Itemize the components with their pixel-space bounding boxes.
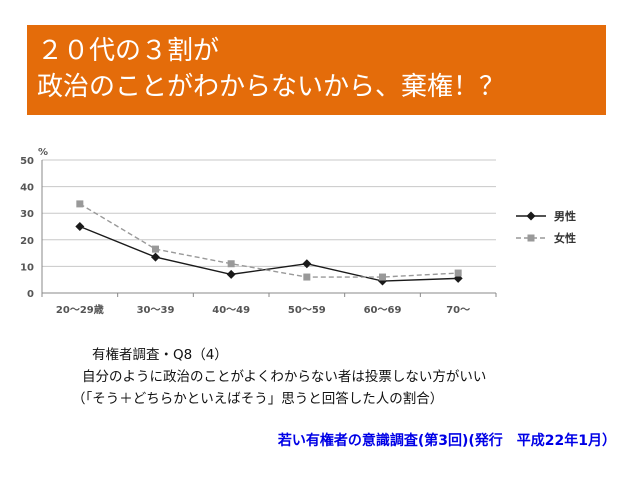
data-point bbox=[76, 200, 84, 208]
caption-line-1: 有権者調査・Q8（4） bbox=[92, 347, 228, 363]
x-tick-label: 60～69 bbox=[364, 305, 402, 316]
legend-label: 男性 bbox=[554, 209, 576, 223]
x-tick-labels: 20～29歳 30～39 40～49 50～59 60～69 70～ bbox=[56, 303, 470, 316]
chart-series bbox=[75, 200, 463, 286]
x-tick-label: 50～59 bbox=[288, 305, 326, 316]
x-tick-label: 70～ bbox=[446, 305, 470, 316]
caption-line-2: 自分のように政治のことがよくわからない者は投票しない方がいい bbox=[82, 369, 487, 385]
y-tick-label: 40 bbox=[20, 183, 34, 194]
series-line-male bbox=[79, 225, 459, 282]
x-tick-label: 20～29歳 bbox=[56, 303, 104, 316]
y-tick-label: 50 bbox=[20, 156, 34, 167]
y-tick-label: 20 bbox=[20, 236, 34, 247]
chart-grid bbox=[42, 159, 496, 267]
source-citation: 若い有権者の意識調査(第3回)(発行 平成22年1月） bbox=[277, 433, 616, 449]
y-tick-label: 30 bbox=[20, 209, 34, 220]
data-point bbox=[152, 245, 159, 253]
data-point bbox=[151, 252, 160, 262]
legend-label: 女性 bbox=[554, 231, 576, 245]
line-chart: 0 10 20 30 40 50% 20～29歳 30～39 40～49 50～59 60～69 7… bbox=[20, 147, 576, 316]
data-point bbox=[527, 234, 535, 242]
data-point bbox=[379, 273, 386, 281]
data-point bbox=[75, 222, 85, 231]
data-point bbox=[227, 260, 235, 268]
y-tick-labels: 0 10 20 30 40 50% bbox=[20, 147, 48, 300]
data-point bbox=[302, 259, 312, 269]
title-line-1: ２０代の３割が bbox=[37, 36, 220, 66]
y-tick-label: 10 bbox=[20, 262, 34, 273]
caption-line-3: （「そう＋どちらかといえばそう」思うと回答した人の割合） bbox=[72, 391, 444, 407]
data-point bbox=[226, 269, 236, 279]
title-banner: ２０代の３割が 政治のことがわからないから、棄権！？ bbox=[27, 25, 606, 115]
data-point bbox=[303, 273, 311, 281]
x-tick-label: 40～49 bbox=[212, 305, 250, 316]
data-point bbox=[454, 269, 462, 277]
title-line-2: 政治のことがわからないから、棄権！？ bbox=[37, 72, 506, 102]
y-tick-label: 0 bbox=[27, 289, 34, 300]
chart-axes bbox=[41, 160, 497, 297]
data-point bbox=[526, 211, 536, 221]
chart-caption: 有権者調査・Q8（4） 自分のように政治のことがよくわからない者は投票しない方が… bbox=[0, 344, 638, 410]
x-tick-label: 30～39 bbox=[137, 305, 175, 316]
series-line-female bbox=[79, 203, 459, 278]
y-axis-label: % bbox=[38, 147, 48, 158]
